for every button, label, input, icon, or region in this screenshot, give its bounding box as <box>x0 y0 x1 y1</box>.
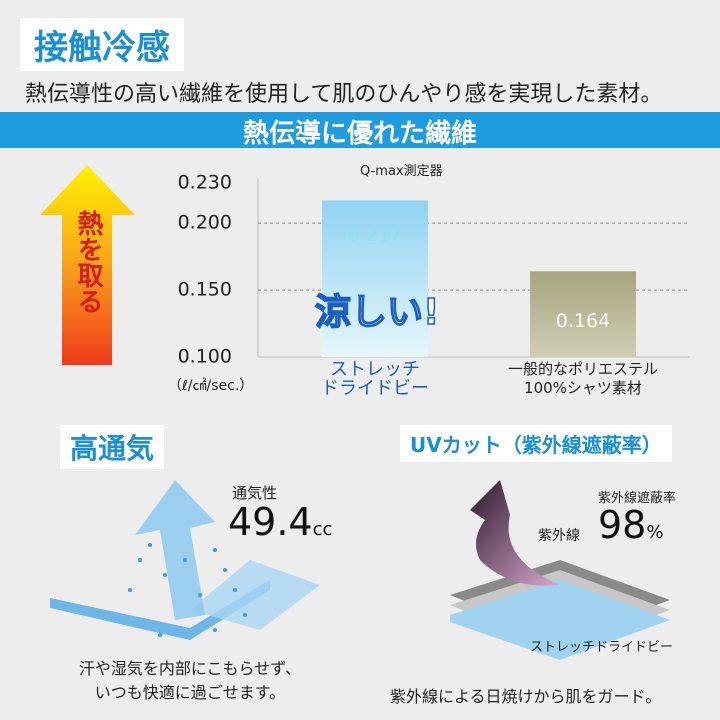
metric-value: 49.4cc <box>228 500 332 544</box>
bar <box>322 200 428 357</box>
value-label: 0.217 <box>348 224 402 246</box>
uv-arrow <box>470 480 560 586</box>
heat-arrow <box>40 165 135 365</box>
value: 49.4 <box>228 500 313 544</box>
fabric <box>190 560 320 630</box>
air-arrow <box>135 480 215 620</box>
title: 接触冷感 <box>20 18 184 71</box>
x-tick-label: ストレッチ ドライドビー <box>321 359 429 399</box>
annotation: 涼しい! <box>314 291 440 334</box>
subtitle: 熱伝導性の高い繊維を使用して肌のひんやり感を実現した素材。 <box>25 82 663 107</box>
x-tick-label: 一般的なポリエステル 100%シャツ素材 <box>507 360 658 397</box>
unit: cc <box>312 519 333 540</box>
section-title: UVカット（紫外線遮蔽率） <box>400 425 672 462</box>
fabric-layer <box>450 580 670 660</box>
value: 98 <box>598 503 647 547</box>
bar <box>530 271 636 357</box>
unit: % <box>646 522 664 543</box>
metric-label: 紫外線遮蔽率 <box>598 491 677 506</box>
chart-title: 熱伝導に優れた繊維 <box>242 119 477 149</box>
y-tick-label: 0.150 <box>178 279 232 301</box>
arrow-label: 熱を取る <box>73 210 103 314</box>
metric-label: 通気性 <box>232 484 278 502</box>
y-tick-label: 0.100 <box>178 346 232 368</box>
metric-value: 98% <box>598 503 663 547</box>
ray-label: 紫外線 <box>538 528 580 544</box>
chart-subtitle: Q-max測定器 <box>360 164 443 179</box>
caption: 汗や湿気を内部にこもらせず、 いつも快適に過ごせます。 <box>78 659 302 702</box>
section-title: 高通気 <box>60 425 165 469</box>
caption: 紫外線による日焼けから肌をガード。 <box>390 687 662 706</box>
y-tick-label: 0.230 <box>178 172 232 194</box>
dots <box>128 543 247 637</box>
banner <box>0 112 720 148</box>
y-tick-label: 0.200 <box>178 212 232 234</box>
fabric-label: ストレッチドライドビー <box>530 640 674 655</box>
y-unit: （ℓ/㎠/sec.） <box>168 378 254 394</box>
value-label: 0.164 <box>556 310 610 332</box>
